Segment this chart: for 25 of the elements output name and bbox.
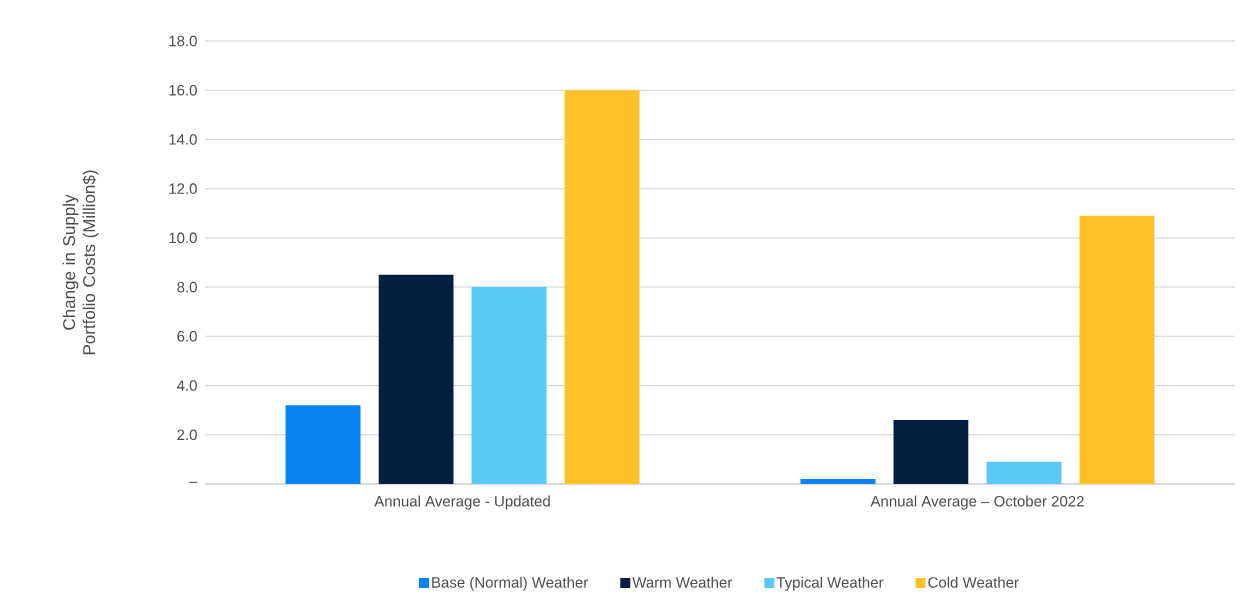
y-tick-label: 12.0 xyxy=(169,183,197,194)
y-tick-label: 6.0 xyxy=(177,331,197,342)
y-tick-label: 4.0 xyxy=(176,380,197,391)
y-tick-label: 10.0 xyxy=(169,232,197,244)
y-tick-label: 14.0 xyxy=(169,134,197,145)
legend-label: Warm Weather xyxy=(632,576,733,588)
x-tick-label: Annual Average – October 2022 xyxy=(870,495,1084,510)
bar xyxy=(471,287,547,484)
bar xyxy=(893,420,969,484)
legend-label: Typical Weather xyxy=(776,576,884,591)
legend-label: Base (Normal) Weather xyxy=(432,576,588,591)
y-tick-label: 8.0 xyxy=(177,281,197,293)
bar xyxy=(1079,215,1155,484)
y-tick-label: – xyxy=(189,481,198,483)
y-tick-label: 18.0 xyxy=(169,35,197,47)
x-tick-label: Annual Average - Updated xyxy=(374,495,550,510)
y-tick-label: 16.0 xyxy=(169,84,197,96)
bar xyxy=(378,274,454,484)
y-axis-title: Change in Supply Portfolio Costs (Million$) xyxy=(62,170,99,355)
bar xyxy=(800,479,876,484)
legend-label: Cold Weather xyxy=(928,576,1019,588)
y-tick-label: 2.0 xyxy=(177,429,197,441)
bar xyxy=(285,405,361,484)
bar xyxy=(564,90,640,484)
bar xyxy=(986,461,1062,484)
